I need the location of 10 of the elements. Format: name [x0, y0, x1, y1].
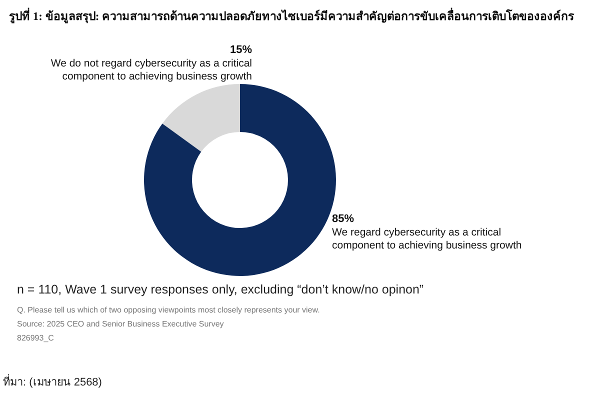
slice-label: We regard cybersecurity as a critical component to achieving business growth [332, 226, 522, 252]
slice-label: We do not regard cybersecurity as a critical component to achieving business growth [50, 58, 252, 82]
text: n = 110, Wave 1 survey responses only, excluding “don’t know/no opinon” [17, 282, 424, 296]
text: 826993_C [17, 334, 54, 342]
text: ที่มา: (เมษายน 2568) [3, 374, 102, 388]
data-label: 15% [230, 44, 252, 56]
chart-title: รูปที่ 1: ข้อมูลสรุป: ความสามารถด้านความปลอดภัยทางไซเบอร์มีความสำคัญต่อการขับเคลื่อนการเติบโตขององค์กร [9, 7, 576, 24]
source-note: Source: 2025 CEO and Senior Business Executive Survey [17, 320, 224, 328]
text: Q. Please tell us which of two opposing viewpoints most closely represents your view. [17, 306, 320, 314]
data-label: 85% [332, 213, 354, 225]
